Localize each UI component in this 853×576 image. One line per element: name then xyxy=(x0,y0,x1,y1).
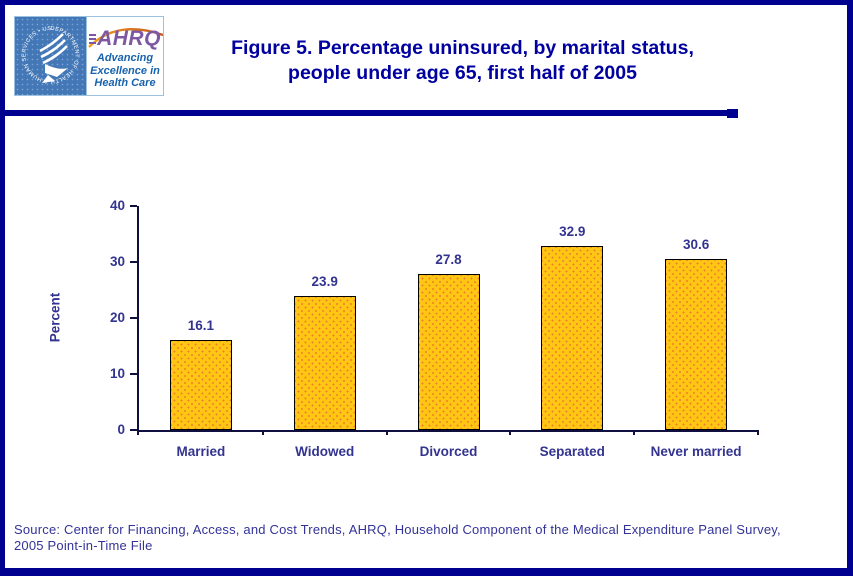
bar xyxy=(293,296,356,430)
source-note: Source: Center for Financing, Access, an… xyxy=(14,522,846,554)
y-axis-tick xyxy=(130,373,137,375)
x-axis-tick xyxy=(757,430,759,435)
x-category-label: Never married xyxy=(650,444,742,459)
x-axis-tick xyxy=(261,430,264,435)
header-rule xyxy=(5,109,738,118)
source-note-line2: 2005 Point-in-Time File xyxy=(14,538,153,553)
bar xyxy=(417,274,480,430)
x-axis-tick xyxy=(509,430,512,435)
y-axis-tick-label: 20 xyxy=(109,310,125,325)
y-axis-tick xyxy=(130,429,137,431)
bar xyxy=(541,245,604,430)
ahrq-acronym-text: AHRQ xyxy=(97,27,161,50)
ahrq-wordmark: AHRQ xyxy=(87,27,163,50)
y-axis-tick xyxy=(130,317,137,319)
x-axis-tick xyxy=(385,430,388,435)
bar-chart-plot-area: 0 10 20 30 40 16.1 Married 23.9 Widowed 27.8 Divor… xyxy=(110,198,759,459)
y-axis-tick xyxy=(130,261,137,263)
header-rule-end-cap xyxy=(727,109,738,118)
x-axis-tick xyxy=(633,430,636,435)
y-axis-tick-label: 30 xyxy=(109,254,125,269)
x-axis-tick xyxy=(137,430,139,435)
bar-value-label: 23.9 xyxy=(311,274,338,290)
x-category-label: Married xyxy=(176,444,226,459)
y-axis-tick xyxy=(130,205,137,207)
x-category-label: Separated xyxy=(539,444,605,459)
y-axis-title: Percent xyxy=(47,292,63,343)
bar-value-label: 30.6 xyxy=(682,236,710,252)
y-axis-tick-label: 0 xyxy=(117,422,125,437)
tagline-line: Excellence in xyxy=(90,64,160,77)
ahrq-logo-panel: AHRQ Advancing Excellence in Health Care xyxy=(86,17,163,95)
bar-value-label: 27.8 xyxy=(435,252,462,268)
tagline-line: Health Care xyxy=(94,77,156,89)
ahrq-tagline: Advancing Excellence in Health Care xyxy=(87,52,163,90)
speed-lines-icon xyxy=(89,34,97,45)
figure-title-line1: Figure 5. Percentage uninsured, by marit… xyxy=(231,37,694,59)
bar-value-label: 32.9 xyxy=(559,223,586,239)
y-axis-tick-label: 40 xyxy=(109,198,125,213)
tagline-line: Advancing xyxy=(96,52,154,64)
figure-title: Figure 5. Percentage uninsured, by marit… xyxy=(155,36,770,86)
bar xyxy=(665,258,728,430)
x-category-label: Divorced xyxy=(419,444,478,459)
figure-title-line2: people under age 65, first half of 2005 xyxy=(288,62,637,84)
bar-value-label: 16.1 xyxy=(187,317,215,333)
source-note-line1: Source: Center for Financing, Access, an… xyxy=(14,522,781,537)
bar xyxy=(169,339,232,430)
y-axis-tick-label: 10 xyxy=(109,366,125,381)
x-category-label: Widowed xyxy=(295,444,355,459)
